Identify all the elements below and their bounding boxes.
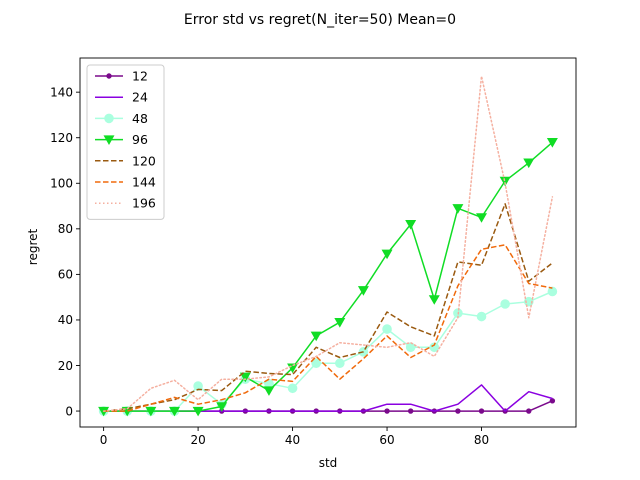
legend-label-120: 120 (132, 153, 156, 168)
series-line-48 (103, 290, 553, 412)
axes-frame (79, 57, 577, 428)
series-line-96 (103, 141, 553, 412)
series-point-48-8 (287, 383, 298, 394)
series-96 (98, 138, 558, 417)
legend-label-48: 48 (132, 111, 148, 126)
legend-label-12: 12 (132, 69, 148, 84)
series-point-96-2 (145, 406, 157, 417)
series-point-12-16 (478, 408, 485, 414)
y-axis-label: regret (26, 228, 40, 265)
series-196 (102, 75, 554, 412)
y-tick-label-120: 120 (50, 131, 73, 145)
plot-area (98, 75, 558, 417)
series-point-96-11 (357, 286, 369, 296)
series-point-96-10 (334, 317, 346, 328)
series-point-48-14 (429, 342, 440, 353)
y-tick-label-140: 140 (50, 85, 73, 99)
series-group (98, 75, 558, 417)
legend-entry-120: 120 (95, 153, 156, 168)
y-tick-label-20: 20 (58, 359, 73, 373)
series-point-96-17 (499, 176, 511, 187)
legend-box (86, 64, 165, 220)
legend-label-144: 144 (132, 175, 156, 190)
series-point-48-19 (547, 286, 558, 297)
series-point-12-19 (549, 398, 556, 404)
series-point-48-9 (311, 358, 321, 369)
series-line-196 (102, 75, 554, 412)
chart-title: Error std vs regret(N_iter=50) Mean=0 (184, 12, 456, 28)
series-line-120 (103, 203, 553, 412)
x-tick-label-80: 80 (474, 433, 489, 447)
series-point-96-12 (381, 249, 393, 260)
legend-entry-12: 12 (95, 69, 148, 84)
series-point-96-16 (476, 213, 488, 223)
x-tick-label-40: 40 (285, 433, 300, 447)
legend: 12 24 48 96 120 144 196 (86, 64, 165, 220)
axes: 0 20 40 60 80 0 20 40 60 80 100 120 140 (50, 57, 577, 447)
series-point-48-10 (335, 358, 345, 369)
series-point-96-13 (405, 220, 417, 230)
series-point-12-13 (407, 408, 414, 414)
series-point-96-9 (310, 331, 322, 342)
y-tick-label-100: 100 (50, 177, 73, 191)
series-120 (103, 203, 553, 412)
legend-label-24: 24 (132, 90, 148, 105)
series-point-96-5 (216, 402, 228, 412)
series-point-48-12 (382, 324, 392, 334)
x-tick-label-60: 60 (379, 433, 394, 447)
series-point-48-18 (523, 296, 534, 307)
series-point-96-15 (452, 204, 464, 214)
series-point-12-18 (526, 408, 532, 414)
series-line-144 (103, 244, 553, 412)
y-tick-label-0: 0 (65, 404, 73, 418)
legend-marker-96 (103, 135, 115, 145)
series-point-96-18 (523, 158, 535, 169)
series-point-96-3 (168, 406, 180, 417)
series-point-48-13 (405, 342, 416, 353)
legend-label-96: 96 (132, 132, 148, 147)
series-point-96-7 (263, 386, 275, 396)
series-point-48-16 (476, 311, 487, 322)
legend-entry-48: 48 (95, 111, 148, 126)
series-point-96-14 (428, 295, 440, 305)
legend-entry-24: 24 (95, 90, 148, 105)
legend-entry-96: 96 (95, 132, 148, 147)
series-point-12-15 (455, 408, 461, 414)
x-tick-label-0: 0 (100, 433, 108, 447)
series-point-96-19 (546, 138, 558, 148)
series-point-48-4 (193, 381, 203, 391)
legend-label-196: 196 (132, 196, 156, 211)
y-tick-label-60: 60 (58, 268, 73, 282)
y-tick-label-40: 40 (58, 313, 73, 327)
x-axis-label: std (319, 456, 338, 470)
series-48 (98, 286, 558, 416)
series-point-12-12 (384, 408, 390, 414)
series-point-96-4 (192, 406, 204, 417)
series-point-48-17 (500, 299, 510, 309)
series-144 (103, 244, 553, 412)
legend-entry-144: 144 (95, 175, 156, 190)
x-tick-label-20: 20 (190, 433, 205, 447)
legend-entry-196: 196 (95, 196, 156, 211)
legend-marker-48 (104, 113, 114, 124)
y-tick-label-80: 80 (58, 222, 73, 236)
series-point-96-6 (239, 372, 251, 383)
legend-marker-12 (106, 73, 112, 79)
